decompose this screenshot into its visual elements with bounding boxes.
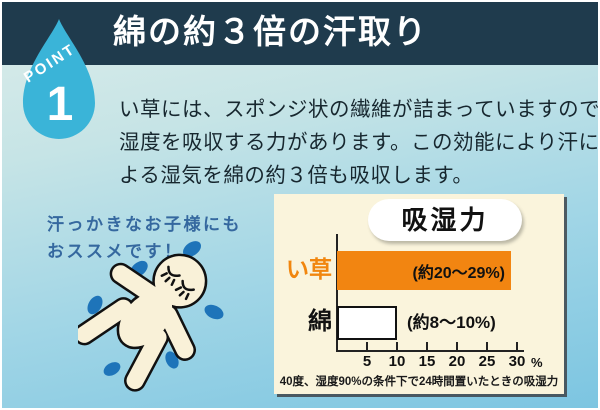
intro-line: よる湿気を綿の約３倍も吸収します。: [119, 165, 474, 187]
x-axis-line: [336, 350, 524, 352]
bar-label-igusa: い草: [286, 256, 332, 282]
x-axis-tick: [456, 342, 458, 350]
x-axis-tick-label: 10: [388, 353, 406, 370]
point-badge-number: 1: [47, 78, 74, 131]
bar-cotton: [337, 306, 397, 340]
x-axis-tick: [516, 342, 518, 350]
bar-label-cotton: 綿: [308, 308, 332, 335]
chart-title-badge: 吸湿力: [368, 199, 522, 241]
sweat-drop-icon: [87, 241, 224, 376]
point-badge: POINT 1: [21, 19, 95, 139]
intro-line: 湿度を吸収する力があります。この効能により汗に: [119, 132, 600, 154]
intro-line: い草には、スポンジ状の繊維が詰まっていますので、: [119, 99, 600, 121]
chart-caption: 40度、湿度90%の条件下で24時間置いたときの吸湿力: [279, 376, 559, 388]
closed-eyes-icon: [160, 265, 195, 301]
absorption-chart-panel: 吸湿力 い草 (約20〜29%) 綿 (約8〜10%) 5 10 15 20 25 30 …: [274, 194, 564, 394]
x-axis-tick: [366, 342, 368, 350]
water-drop-icon: [23, 19, 95, 139]
x-axis-tick: [396, 342, 398, 350]
header-banner: 綿の約３倍の汗取り: [2, 2, 598, 65]
page-title: 綿の約３倍の汗取り: [113, 15, 428, 51]
x-axis-tick-label: 20: [448, 353, 466, 370]
x-axis-unit: %: [531, 355, 543, 370]
note-line: 汗っかきなお子様にも: [47, 215, 242, 234]
x-axis-tick: [486, 342, 488, 350]
x-axis-tick-label: 30: [508, 353, 526, 370]
intro-paragraph: い草には、スポンジ状の繊維が詰まっていますので、 湿度を吸収する力があります。こ…: [119, 94, 600, 193]
x-axis-tick-label: 15: [418, 353, 436, 370]
bar-igusa: (約20〜29%): [337, 251, 511, 290]
x-axis-tick-label: 5: [362, 353, 372, 370]
bar-annotation-igusa: (約20〜29%): [412, 264, 505, 282]
x-axis-tick-label: 25: [478, 353, 496, 370]
note-line: おススメです！: [47, 242, 184, 261]
bar-annotation-cotton: (約8〜10%): [407, 313, 496, 332]
recommendation-note: 汗っかきなお子様にも おススメです！: [47, 211, 242, 265]
y-axis-line: [336, 234, 338, 352]
x-axis-tick: [426, 342, 428, 350]
lying-figure: [78, 253, 208, 392]
sweating-figure-illustration: [78, 241, 224, 392]
